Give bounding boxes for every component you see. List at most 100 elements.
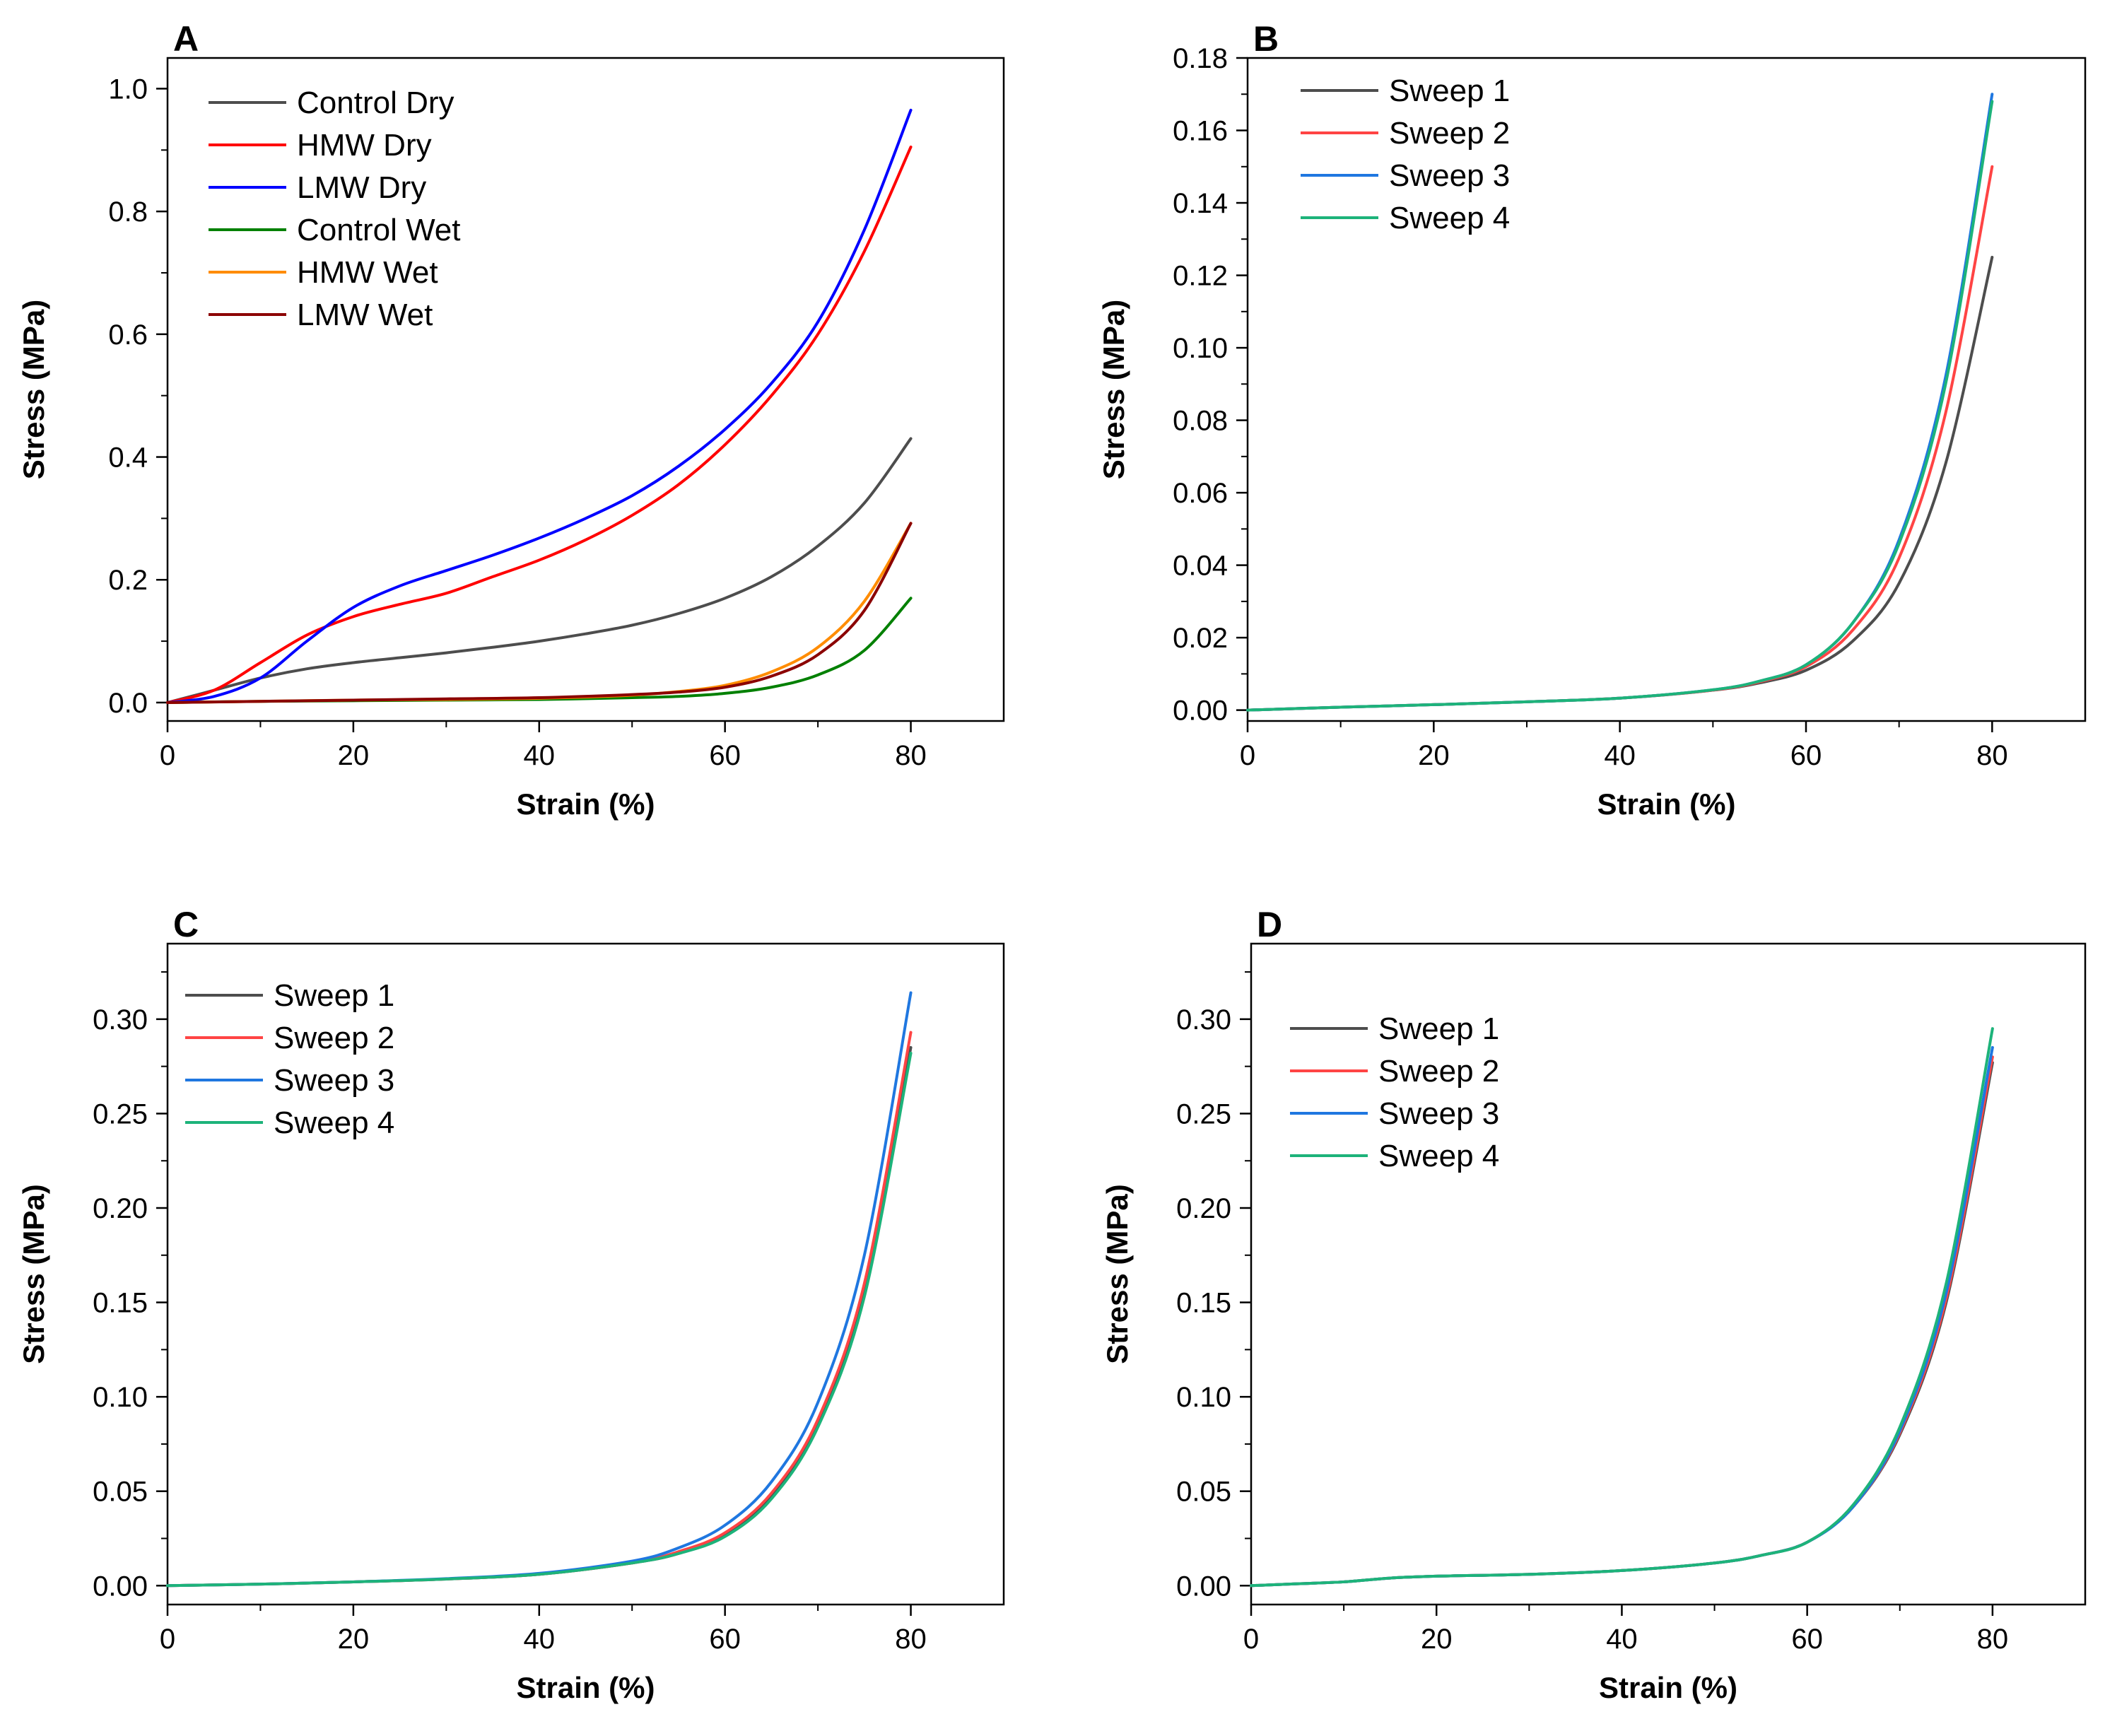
- legend-label: HMW Dry: [297, 128, 432, 163]
- y-tick-label: 0.8: [108, 197, 148, 228]
- series-line-lmw-wet: [166, 522, 913, 704]
- series-line-sweep-3: [1250, 1045, 1994, 1588]
- x-tick-label: 60: [709, 740, 741, 771]
- y-tick-label: 0.30: [93, 1004, 148, 1036]
- series-line-sweep-1: [1246, 255, 1994, 712]
- legend-label: Sweep 3: [1378, 1096, 1499, 1131]
- panel-letter: C: [173, 905, 199, 944]
- legend-label: Sweep 2: [1389, 116, 1510, 151]
- legend: Sweep 1 Sweep 2 Sweep 3 Sweep 4: [185, 978, 394, 1140]
- x-tick-label: 60: [709, 1624, 741, 1655]
- x-tick-label: 40: [1606, 1624, 1638, 1655]
- y-tick-label: 0.06: [1173, 478, 1228, 509]
- x-tick-label: 60: [1790, 740, 1822, 771]
- panel-letter: D: [1257, 905, 1282, 944]
- legend-label: Control Wet: [297, 213, 461, 247]
- plot-frame: [166, 57, 1005, 722]
- legend-label: Sweep 2: [1378, 1054, 1499, 1089]
- y-tick-label: 0.05: [93, 1477, 148, 1508]
- series-line-sweep-4: [1250, 1027, 1994, 1588]
- y-tick-label: 0.00: [93, 1571, 148, 1602]
- y-axis-title: Stress (MPa): [1097, 300, 1130, 479]
- plot-frame: [1246, 57, 2087, 722]
- series-line-sweep-2: [1250, 1055, 1994, 1588]
- series-line-hmw-dry: [166, 145, 913, 704]
- y-tick-label: 0.02: [1173, 623, 1228, 654]
- series-line-sweep-1: [1250, 1061, 1994, 1588]
- x-tick-label: 0: [1243, 1624, 1259, 1655]
- series-line-lmw-dry: [166, 108, 913, 704]
- legend-label: Sweep 1: [1389, 74, 1510, 108]
- legend-label: Sweep 3: [274, 1063, 394, 1098]
- x-tick-label: 20: [338, 740, 370, 771]
- legend-label: Sweep 3: [1389, 158, 1510, 193]
- series-line-control-dry: [166, 437, 913, 704]
- x-axis-title: Strain (%): [1599, 1671, 1737, 1704]
- x-tick-label: 40: [524, 1624, 556, 1655]
- plot-frame: [1250, 942, 2087, 1606]
- x-axis-title: Strain (%): [516, 1671, 655, 1704]
- y-tick-label: 0.2: [108, 565, 148, 596]
- series-line-sweep-2: [1246, 165, 1994, 712]
- panel-A: 0 20 40 60 80 0.0 0.2 0.4 0.6 0.8 1.0 Strain (%) Str…: [17, 19, 1005, 821]
- legend-label: LMW Dry: [297, 170, 426, 205]
- panel-B: 0 20 40 60 80 0.00 0.02 0.04 0.06 0.08 0.10 0.12 0.1…: [1097, 19, 2087, 821]
- x-tick-label: 20: [338, 1624, 370, 1655]
- x-tick-label: 40: [524, 740, 556, 771]
- y-tick-label: 0.18: [1173, 43, 1228, 74]
- x-tick-label: 0: [160, 740, 175, 771]
- y-tick-label: 0.6: [108, 319, 148, 351]
- plot-frame: [166, 942, 1005, 1606]
- legend-label: Sweep 1: [1378, 1011, 1499, 1046]
- y-tick-label: 0.25: [1176, 1098, 1231, 1130]
- legend-label: Sweep 2: [274, 1021, 394, 1055]
- y-axis-title: Stress (MPa): [17, 300, 50, 479]
- y-tick-label: 0.12: [1173, 261, 1228, 292]
- x-tick-label: 80: [1976, 740, 2008, 771]
- panel-letter: A: [173, 19, 199, 59]
- legend: Sweep 1 Sweep 2 Sweep 3 Sweep 4: [1290, 1011, 1499, 1173]
- legend-label: LMW Wet: [297, 298, 433, 332]
- y-tick-label: 0.16: [1173, 116, 1228, 147]
- y-tick-label: 0.00: [1173, 696, 1228, 727]
- x-axis-title: Strain (%): [516, 787, 655, 821]
- x-tick-label: 0: [160, 1624, 175, 1655]
- y-tick-label: 0.20: [93, 1193, 148, 1224]
- x-tick-label: 60: [1791, 1624, 1823, 1655]
- x-tick-label: 80: [895, 1624, 927, 1655]
- legend-label: Control Dry: [297, 86, 455, 120]
- panel-D: 0 20 40 60 80 0.00 0.05 0.10 0.15 0.20 0.25 0.30 Str…: [1101, 905, 2087, 1704]
- series-line-sweep-3: [1246, 93, 1994, 712]
- y-tick-label: 0.10: [93, 1382, 148, 1413]
- y-tick-label: 0.4: [108, 442, 148, 474]
- legend-label: HMW Wet: [297, 255, 438, 290]
- series-line-sweep-4: [166, 1051, 913, 1588]
- x-tick-label: 0: [1240, 740, 1255, 771]
- x-tick-label: 40: [1604, 740, 1636, 771]
- y-tick-label: 0.05: [1176, 1477, 1231, 1508]
- series-line-sweep-4: [1246, 100, 1994, 712]
- y-tick-label: 0.0: [108, 688, 148, 719]
- y-axis-title: Stress (MPa): [1101, 1184, 1134, 1363]
- legend: Control Dry HMW Dry LMW Dry Control Wet HMW …: [209, 86, 461, 332]
- x-tick-label: 80: [1977, 1624, 2009, 1655]
- y-tick-label: 0.08: [1173, 406, 1228, 437]
- legend-label: Sweep 4: [274, 1105, 394, 1140]
- y-tick-label: 0.10: [1173, 333, 1228, 364]
- y-tick-label: 1.0: [108, 74, 148, 105]
- y-tick-label: 0.15: [1176, 1288, 1231, 1319]
- y-tick-label: 0.04: [1173, 551, 1228, 582]
- y-tick-label: 0.30: [1176, 1004, 1231, 1036]
- legend-label: Sweep 4: [1389, 201, 1510, 235]
- y-tick-label: 0.15: [93, 1288, 148, 1319]
- x-axis-title: Strain (%): [1597, 787, 1735, 821]
- y-axis-title: Stress (MPa): [17, 1184, 50, 1363]
- y-tick-label: 0.20: [1176, 1193, 1231, 1224]
- series-line-hmw-wet: [166, 522, 913, 704]
- legend-label: Sweep 1: [274, 978, 394, 1013]
- panel-C: 0 20 40 60 80 0.00 0.05 0.10 0.15 0.20 0.25 0.30 Str…: [17, 905, 1005, 1704]
- x-tick-label: 80: [895, 740, 927, 771]
- y-tick-label: 0.25: [93, 1098, 148, 1130]
- y-tick-label: 0.00: [1176, 1571, 1231, 1602]
